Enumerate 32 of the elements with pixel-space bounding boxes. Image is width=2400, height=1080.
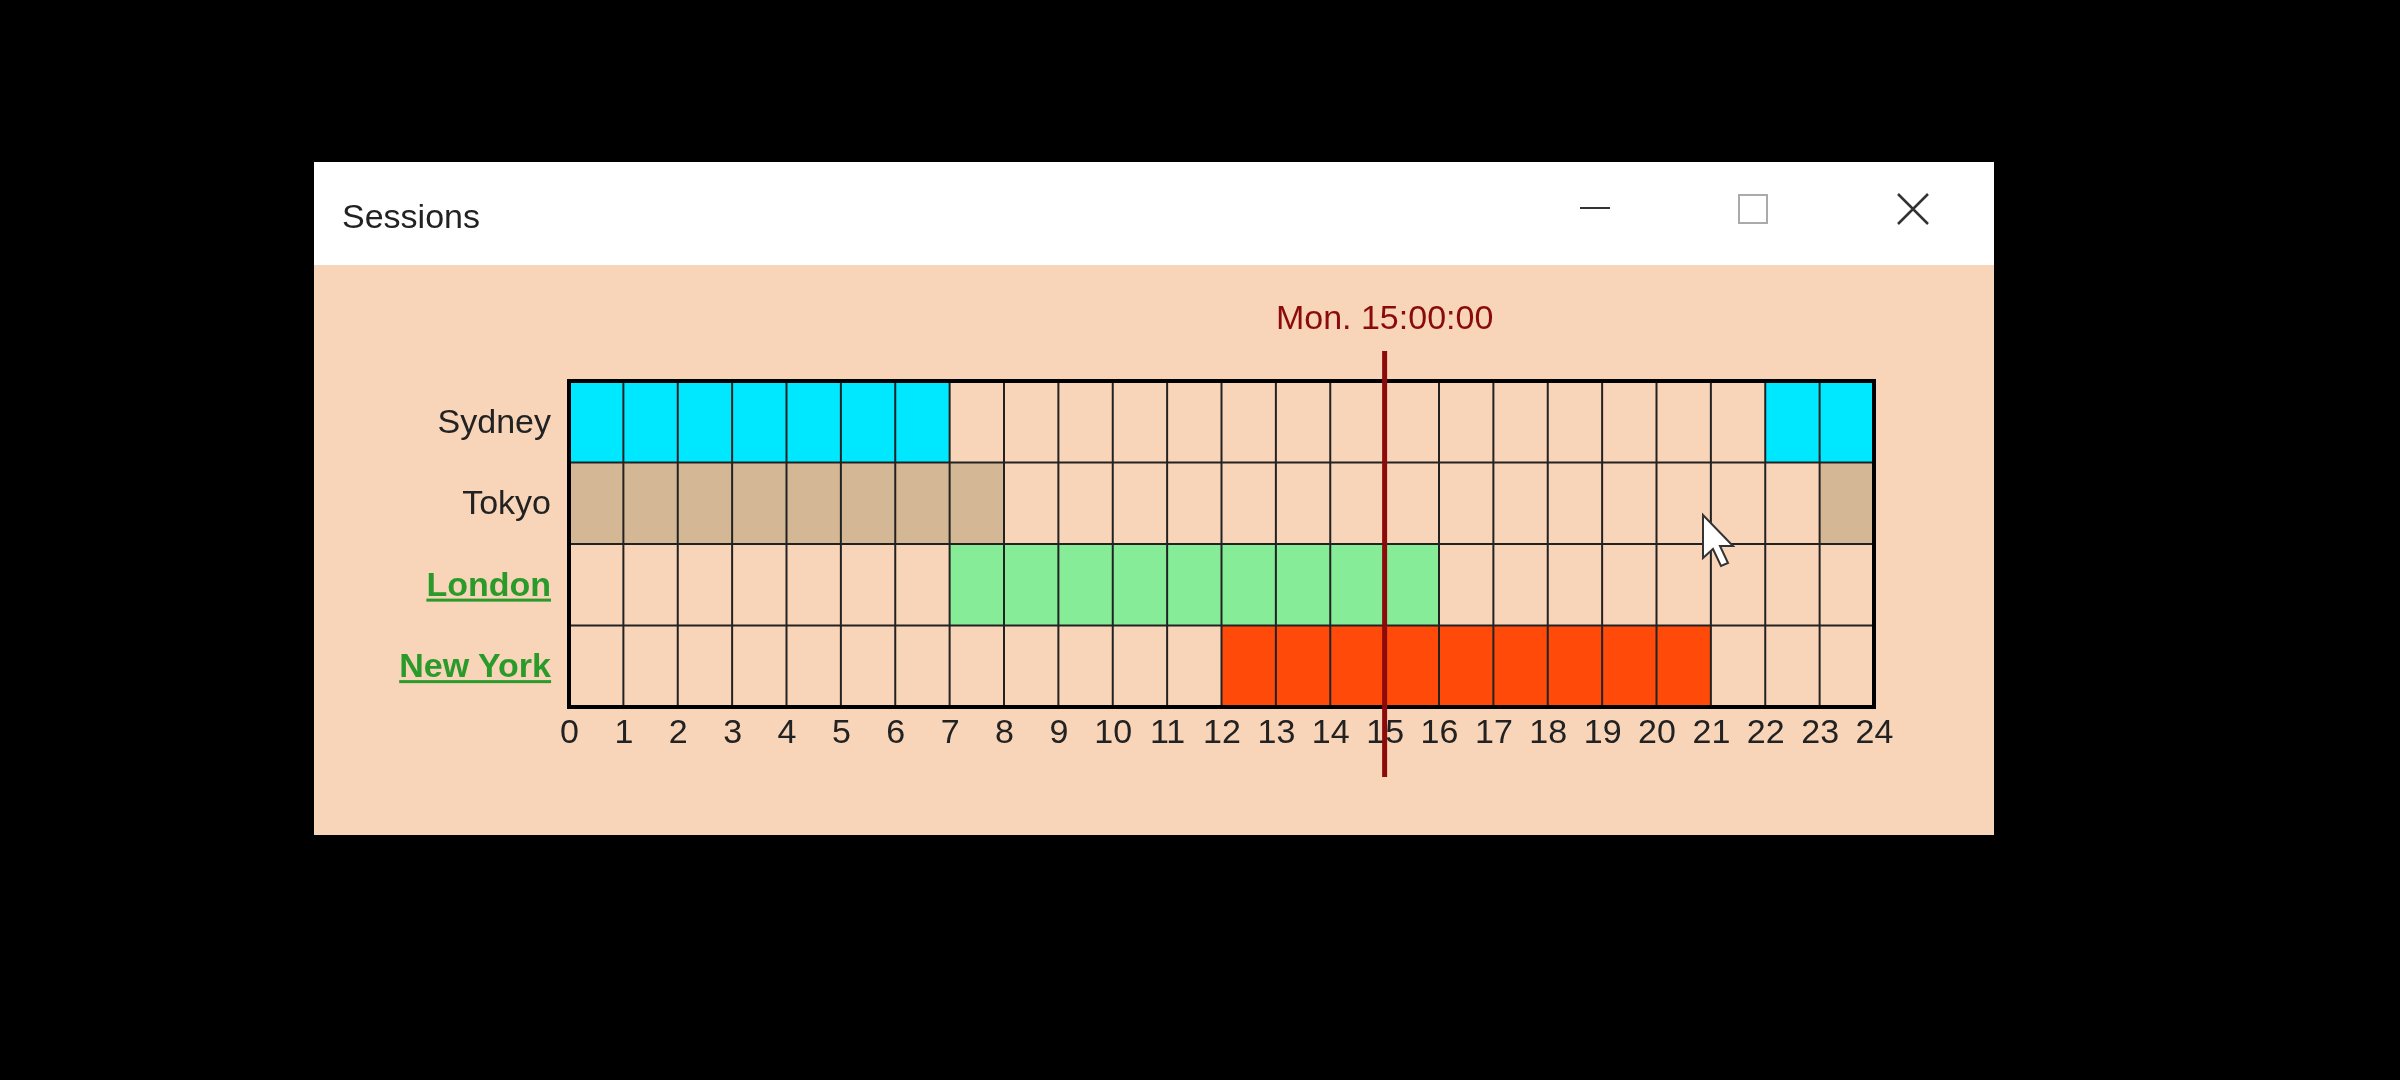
y-tick-label: Tokyo: [462, 483, 551, 522]
x-tick-label: 20: [1638, 712, 1676, 751]
x-tick-label: 18: [1529, 712, 1568, 751]
x-tick-label: 8: [995, 712, 1014, 751]
x-tick-label: 7: [940, 712, 960, 751]
chart-title: Sessions: [342, 197, 480, 235]
x-tick-label: 9: [1049, 712, 1069, 751]
x-tick-label: 12: [1203, 712, 1241, 751]
x-tick-label: 17: [1474, 712, 1513, 751]
x-tick-label: 23: [1801, 712, 1840, 751]
x-tick-label: 5: [831, 712, 851, 751]
x-tick-label: 19: [1583, 712, 1622, 751]
x-tick-label: 22: [1746, 712, 1785, 751]
x-tick-label: 2: [668, 712, 688, 751]
y-tick-label: London: [426, 564, 551, 603]
x-tick-label: 13: [1257, 712, 1296, 751]
x-tick-label: 16: [1420, 712, 1459, 751]
y-tick-label: New York: [399, 646, 552, 685]
x-tick-label: 0: [560, 712, 579, 751]
bar: [949, 544, 1439, 626]
bar: [1221, 625, 1711, 707]
x-tick-label: 14: [1311, 712, 1350, 751]
x-tick-label: 6: [886, 712, 906, 751]
x-tick-label: 3: [723, 712, 743, 751]
ref-line-label: Mon. 15:00:00: [1275, 298, 1494, 336]
x-tick-label: 1: [614, 712, 634, 751]
x-tick-label: 10: [1094, 712, 1133, 751]
x-tick-label: 21: [1692, 712, 1731, 751]
y-tick-label: Sydney: [437, 401, 551, 440]
x-tick-label: 4: [777, 712, 797, 751]
x-tick-label: 24: [1855, 712, 1894, 751]
x-tick-label: 11: [1149, 712, 1186, 751]
